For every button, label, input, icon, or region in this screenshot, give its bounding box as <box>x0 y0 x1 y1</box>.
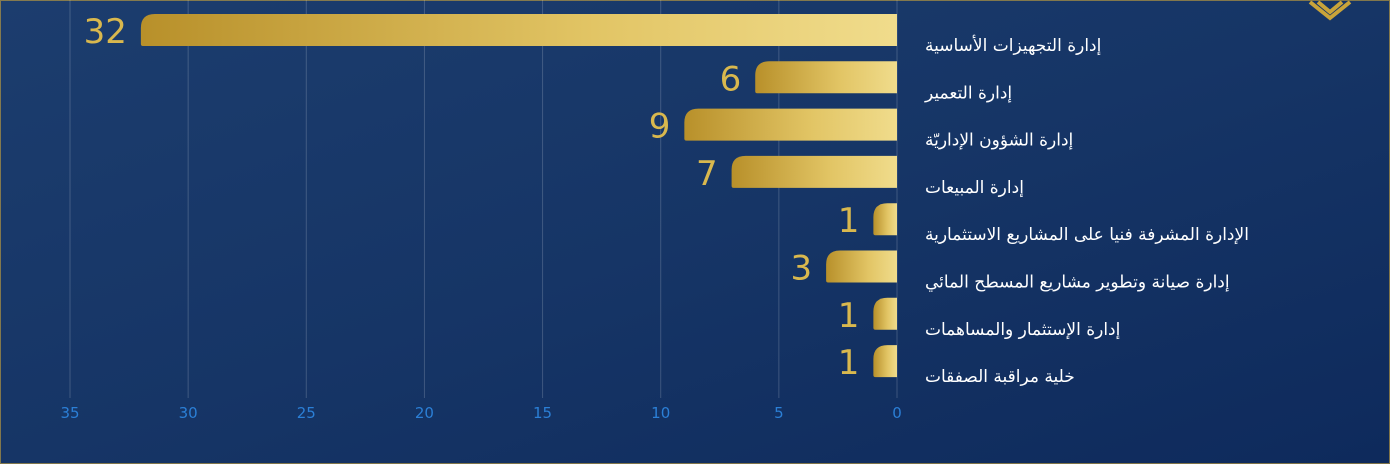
x-tick-label: 20 <box>415 404 434 422</box>
value-label: 1 <box>838 343 860 383</box>
category-label: إدارة التعمير <box>924 83 1012 103</box>
category-label: الإدارة المشرفة فنيا على المشاريع الاستث… <box>925 225 1249 245</box>
x-tick-label: 5 <box>774 404 784 422</box>
logo <box>1308 0 1352 21</box>
bar <box>873 345 897 378</box>
category-label: إدارة التجهيزات الأساسية <box>925 35 1101 56</box>
bar <box>873 297 897 330</box>
value-label: 6 <box>720 59 742 99</box>
value-label: 1 <box>838 296 860 336</box>
bar <box>826 250 897 283</box>
x-tick-label: 25 <box>297 404 316 422</box>
bar <box>873 203 897 236</box>
value-label: 1 <box>838 201 860 241</box>
x-tick-label: 10 <box>651 404 670 422</box>
value-label: 3 <box>790 249 812 289</box>
bar <box>755 61 897 94</box>
value-label: 9 <box>649 107 671 147</box>
bar <box>140 14 897 46</box>
category-label: إدارة المبيعات <box>925 178 1024 198</box>
x-tick-label: 35 <box>60 404 79 422</box>
x-tick-label: 0 <box>892 404 902 422</box>
bar <box>731 155 897 188</box>
category-label: إدارة الشؤون الإداريّة <box>925 131 1073 151</box>
value-label: 32 <box>84 12 127 52</box>
category-label: خلية مراقبة الصفقات <box>925 367 1075 387</box>
category-label: إدارة الإستثمار والمساهمات <box>925 320 1120 340</box>
x-tick-label: 15 <box>533 404 552 422</box>
bar <box>684 108 897 141</box>
value-label: 7 <box>696 154 718 194</box>
category-label: إدارة صيانة وتطوير مشاريع المسطح المائي <box>925 273 1230 293</box>
x-tick-label: 30 <box>179 404 198 422</box>
